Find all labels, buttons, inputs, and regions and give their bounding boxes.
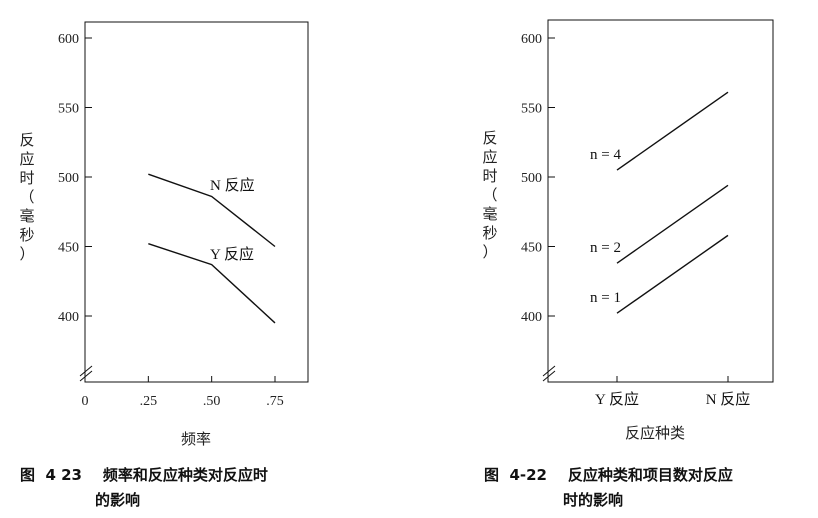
y-axis-label-char: （ bbox=[19, 188, 34, 206]
series-label: n = 4 bbox=[590, 147, 621, 163]
right-chart: 反应种类 反应时（毫秒） 400 450 500 550 600 Y 反应 N 反应 n … bbox=[482, 19, 774, 442]
x-tick-label: 0 bbox=[82, 394, 89, 409]
left-caption: 图 4 23 频率和反应种类对反应时 的影响 bbox=[20, 466, 268, 509]
y-tick-label: 450 bbox=[58, 241, 79, 256]
y-tick-label: 450 bbox=[521, 241, 542, 256]
right-series: n = 4 n = 2 n = 1 bbox=[590, 91, 729, 314]
series-line bbox=[616, 91, 729, 171]
left-caption-line-2: 的影响 bbox=[95, 491, 140, 509]
left-caption-line-1: 图 4 23 频率和反应种类对反应时 bbox=[20, 466, 268, 484]
left-axis-break bbox=[79, 365, 93, 377]
left-x-axis-label: 频率 bbox=[181, 430, 211, 448]
y-axis-label-char: 时 bbox=[19, 169, 34, 187]
x-tick-label: .50 bbox=[203, 394, 221, 409]
y-tick-label: 550 bbox=[521, 102, 542, 117]
y-tick-label: 400 bbox=[521, 310, 542, 325]
x-tick-label: .25 bbox=[140, 394, 158, 409]
series-line bbox=[616, 234, 729, 314]
y-axis-label-char: 反 bbox=[19, 131, 34, 149]
series-label: n = 1 bbox=[590, 290, 621, 306]
left-y-axis-label: 反应时（毫秒） bbox=[19, 131, 34, 263]
y-axis-label-char: 反 bbox=[482, 129, 497, 147]
y-axis-label-char: 毫 bbox=[482, 205, 497, 223]
right-y-axis-label: 反应时（毫秒） bbox=[482, 129, 497, 261]
y-axis-label-char: （ bbox=[482, 186, 497, 204]
left-series: N 反应 Y 反应 bbox=[148, 173, 276, 324]
right-x-axis-label: 反应种类 bbox=[625, 424, 685, 442]
y-axis-label-char: 应 bbox=[19, 150, 34, 168]
x-tick-label: .75 bbox=[266, 394, 284, 409]
series-label: n = 2 bbox=[590, 240, 621, 256]
y-axis-label-char: ） bbox=[482, 243, 497, 261]
y-axis-label-char: ） bbox=[19, 245, 34, 263]
right-x-ticks: Y 反应 N 反应 bbox=[595, 376, 750, 408]
x-category-label: Y 反应 bbox=[595, 390, 639, 408]
y-axis-label-char: 毫 bbox=[19, 207, 34, 225]
right-caption-line-2: 时的影响 bbox=[563, 491, 623, 509]
y-tick-label: 400 bbox=[58, 310, 79, 325]
y-tick-label: 550 bbox=[58, 102, 79, 117]
x-category-label: N 反应 bbox=[706, 390, 751, 408]
left-y-ticks: 400 450 500 550 600 bbox=[58, 32, 92, 325]
left-x-ticks: 0 .25 .50 .75 bbox=[82, 376, 284, 409]
y-axis-label-char: 时 bbox=[482, 167, 497, 185]
right-y-ticks: 400 450 500 550 600 bbox=[521, 32, 555, 325]
right-caption-line-1: 图 4-22 反应种类和项目数对反应 bbox=[484, 466, 733, 484]
y-tick-label: 500 bbox=[58, 171, 79, 186]
y-tick-label: 600 bbox=[58, 32, 79, 47]
series-line bbox=[148, 173, 276, 248]
y-axis-label-char: 应 bbox=[482, 148, 497, 166]
y-tick-label: 500 bbox=[521, 171, 542, 186]
y-tick-label: 600 bbox=[521, 32, 542, 47]
series-line bbox=[148, 243, 276, 324]
right-plot-frame bbox=[547, 19, 774, 383]
y-axis-label-char: 秒 bbox=[19, 226, 34, 244]
series-label: N 反应 bbox=[210, 176, 255, 194]
series-line bbox=[616, 184, 729, 264]
left-plot-frame bbox=[84, 21, 309, 383]
y-axis-label-char: 秒 bbox=[482, 224, 497, 242]
left-chart: 频率 反应时（毫秒） 400 450 500 550 600 0 .25 .50 .75 N … bbox=[19, 21, 309, 448]
series-label: Y 反应 bbox=[210, 245, 254, 263]
right-axis-break bbox=[542, 365, 556, 377]
right-caption: 图 4-22 反应种类和项目数对反应 时的影响 bbox=[484, 466, 733, 509]
